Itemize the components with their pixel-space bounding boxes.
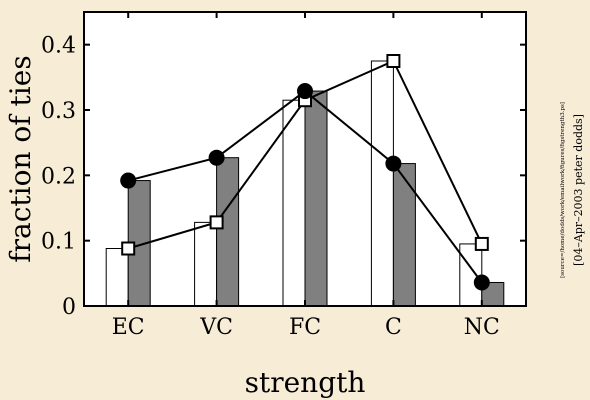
y-tick-label: 0.2 [41, 164, 76, 189]
y-tick-label: 0.1 [41, 230, 76, 255]
circle-marker-fc [297, 83, 313, 100]
x-axis-ticks: EC VC FC C NC [112, 12, 500, 340]
square-marker-c [386, 54, 401, 68]
gray-bar-c [392, 163, 416, 307]
x-tick-label-ec: EC [112, 315, 145, 340]
gray-bar-vc [216, 157, 240, 307]
gray-bar-fc [304, 90, 328, 307]
y-tick-label: 0 [62, 295, 76, 320]
circle-marker-vc [208, 149, 225, 166]
y-tick-label: 0.4 [41, 34, 76, 59]
circle-marker-c [385, 155, 402, 172]
y-axis-label: fraction of ties [4, 55, 37, 262]
x-tick-label-fc: FC [289, 315, 321, 340]
y-tick-label: 0.3 [41, 99, 76, 124]
white-bar-fc [282, 99, 306, 307]
white-bar-nc [459, 243, 483, 307]
x-tick-label-nc: NC [464, 315, 500, 340]
square-marker-ec [121, 241, 136, 256]
x-tick-label-c: C [385, 315, 402, 340]
source-path-note: [source=/home/dodds/work/emailwork/figur… [560, 102, 566, 278]
square-marker-vc [209, 215, 224, 230]
circle-marker-nc [473, 274, 490, 291]
x-tick-label-vc: VC [199, 315, 233, 340]
white-bar-ec [105, 248, 129, 307]
date-credit-note: [04–Apr–2003 peter dodds] [572, 114, 585, 266]
white-bar-vc [194, 221, 218, 307]
white-bar-c [370, 60, 394, 307]
square-marker-nc [474, 236, 489, 251]
y-axis-ticks: 0 0.1 0.2 0.3 0.4 [41, 34, 526, 320]
gray-bars-group [127, 90, 505, 307]
x-axis-label: strength [245, 366, 366, 399]
circle-line-group [120, 83, 490, 291]
circle-marker-ec [120, 172, 137, 189]
